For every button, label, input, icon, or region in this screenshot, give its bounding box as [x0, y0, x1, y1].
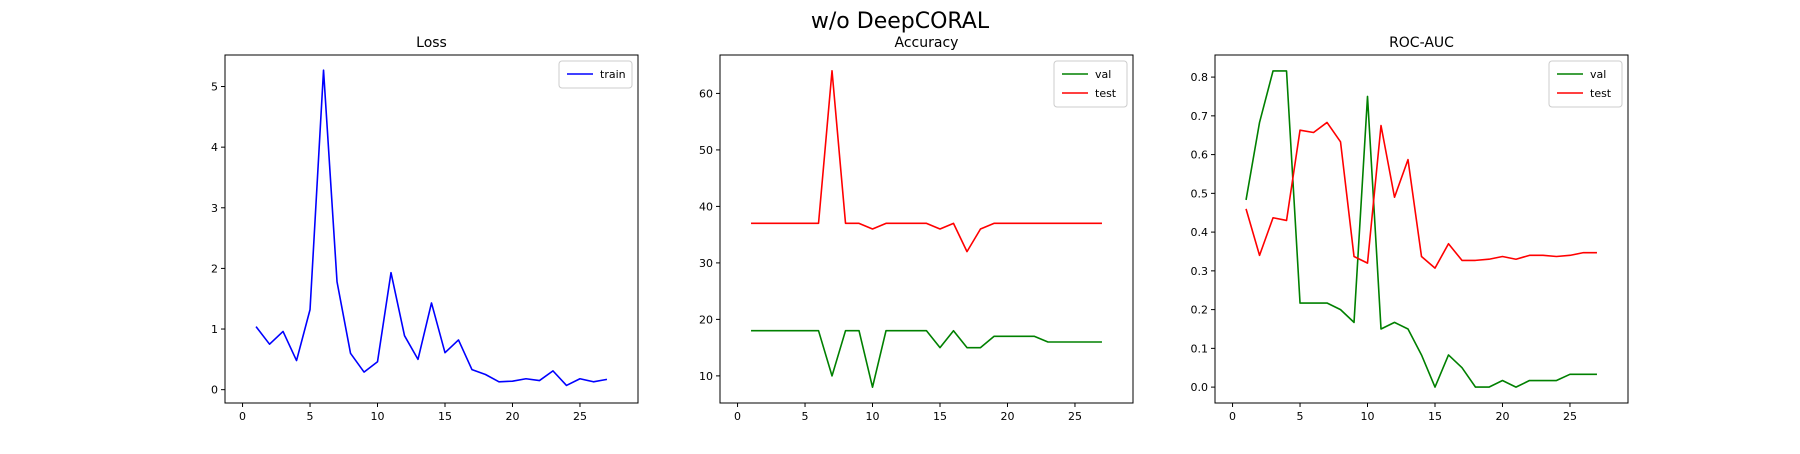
- chart-title: Loss: [416, 35, 447, 51]
- x-tick-label: 25: [1068, 410, 1082, 423]
- plot-frame: [719, 54, 1134, 404]
- legend-box: [1548, 60, 1623, 108]
- y-tick-label: 0.6: [1191, 149, 1209, 162]
- y-tick-label: 40: [699, 200, 713, 213]
- y-tick-label: 5: [211, 81, 218, 94]
- y-tick-label: 30: [699, 257, 713, 270]
- x-tick-label: 0: [734, 410, 741, 423]
- y-tick-label: 20: [699, 313, 713, 326]
- legend: val test: [1548, 60, 1623, 108]
- legend: val test: [1053, 60, 1128, 108]
- y-tick-label: 0.0: [1191, 381, 1209, 394]
- x-tick-label: 5: [1297, 410, 1304, 423]
- legend-label-train: train: [600, 68, 626, 81]
- y-tick-label: 10: [699, 370, 713, 383]
- plot-frame: [1214, 54, 1629, 404]
- x-tick-label: 25: [1563, 410, 1577, 423]
- y-tick-label: 0: [211, 384, 218, 397]
- y-tick-label: 3: [211, 202, 218, 215]
- x-tick-label: 10: [866, 410, 880, 423]
- x-tick-label: 20: [1495, 410, 1509, 423]
- chart-panel-3: ROC-AUC 0 5 10 15 20 25 0.0 0.1 0.2 0.3 0.4 0.5 0.6 0.…: [1191, 35, 1629, 423]
- x-tick-label: 0: [1229, 410, 1236, 423]
- x-tick-label: 15: [1428, 410, 1442, 423]
- legend: train: [558, 60, 633, 89]
- chart-title: ROC-AUC: [1389, 35, 1454, 51]
- x-tick-label: 20: [505, 410, 519, 423]
- figure-suptitle: w/o DeepCORAL: [811, 9, 990, 34]
- y-tick-label: 60: [699, 87, 713, 100]
- y-tick-label: 4: [211, 141, 218, 154]
- y-tick-label: 0.3: [1191, 265, 1209, 278]
- x-tick-label: 10: [371, 410, 385, 423]
- x-tick-label: 20: [1000, 410, 1014, 423]
- series-line-val: [751, 329, 1102, 388]
- series-line-test: [751, 70, 1102, 253]
- legend-box: [558, 60, 633, 89]
- x-tick-label: 25: [573, 410, 587, 423]
- y-tick-label: 0.2: [1191, 304, 1209, 317]
- y-tick-label: 0.5: [1191, 187, 1209, 200]
- series-line-test: [1245, 121, 1597, 269]
- y-tick-label: 2: [211, 262, 218, 275]
- x-tick-label: 5: [802, 410, 809, 423]
- y-tick-label: 0.4: [1191, 226, 1209, 239]
- legend-label-test: test: [1590, 87, 1612, 100]
- legend-label-test: test: [1095, 87, 1117, 100]
- x-tick-label: 15: [933, 410, 947, 423]
- chart-title: Accuracy: [895, 35, 959, 51]
- series-line-train: [255, 69, 608, 387]
- chart-panel-1: Loss 0 5 10 15 20 25 0 1 2 3 4 5 train: [211, 35, 639, 423]
- y-tick-label: 0.1: [1191, 342, 1209, 355]
- y-tick-label: 0.8: [1191, 71, 1209, 84]
- y-tick-label: 50: [699, 144, 713, 157]
- y-tick-label: 1: [211, 323, 218, 336]
- y-tick-label: 0.7: [1191, 110, 1209, 123]
- plot-frame: [224, 54, 639, 404]
- legend-label-val: val: [1095, 68, 1111, 81]
- x-tick-label: 15: [438, 410, 452, 423]
- x-tick-label: 10: [1361, 410, 1375, 423]
- series-line-val: [1245, 70, 1597, 388]
- x-tick-label: 5: [307, 410, 314, 423]
- legend-box: [1053, 60, 1128, 108]
- chart-panel-2: Accuracy 0 5 10 15 20 25 10 20 30 40 50 60 val test: [699, 35, 1134, 423]
- legend-label-val: val: [1590, 68, 1606, 81]
- x-tick-label: 0: [239, 410, 246, 423]
